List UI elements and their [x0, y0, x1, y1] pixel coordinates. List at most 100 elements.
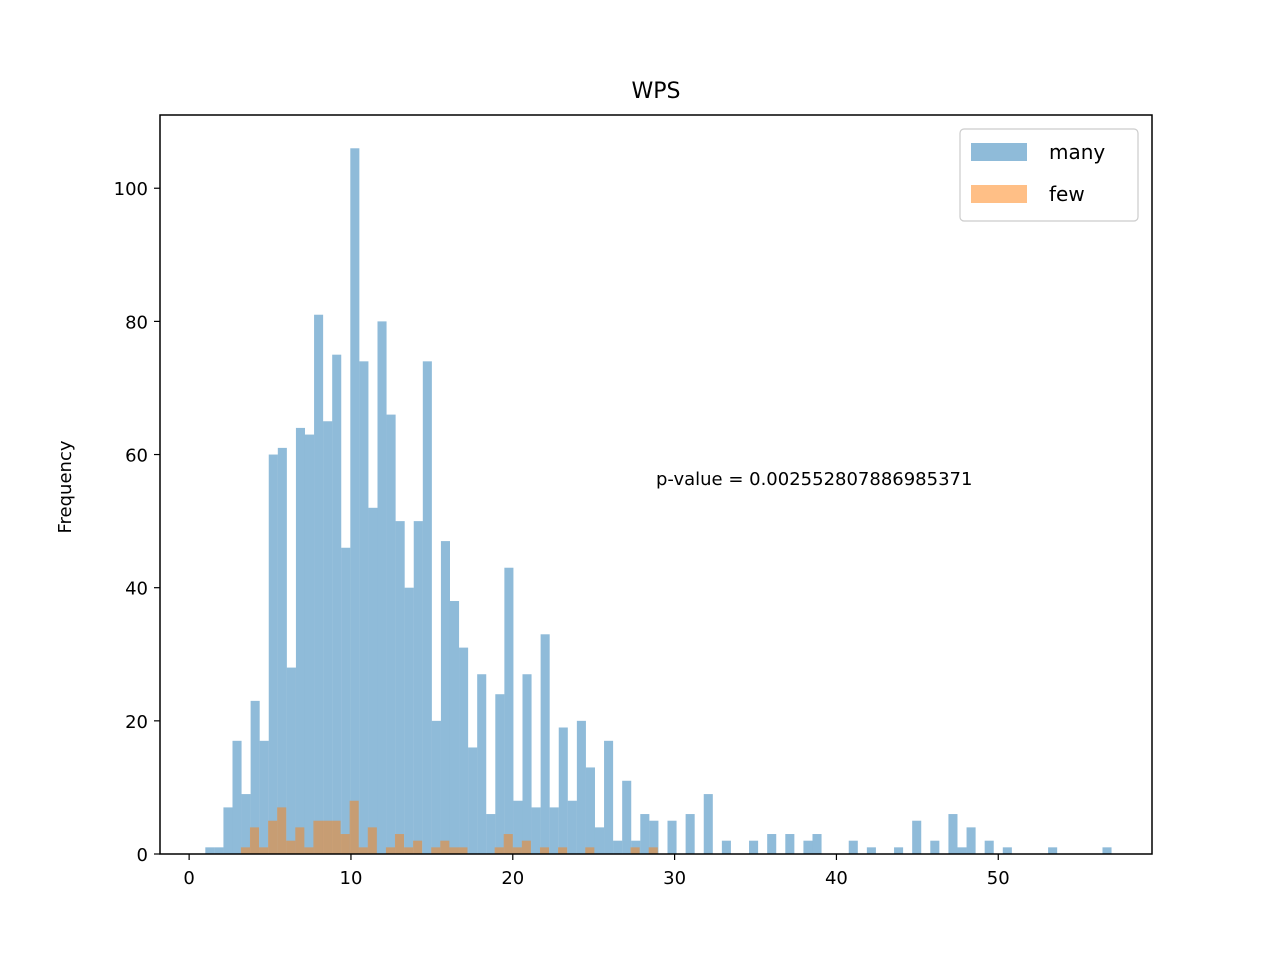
bar-many-20 [386, 414, 396, 854]
bar-many-34 [513, 800, 523, 854]
bar-many-29 [468, 747, 478, 854]
plot-frame [159, 114, 1153, 855]
bar-few-11 [340, 834, 350, 854]
chart-title: WPS [632, 79, 681, 104]
bar-many-52 [703, 794, 713, 854]
bar-many-24 [422, 361, 432, 854]
bar-many-8 [277, 447, 287, 854]
bar-few-2 [259, 847, 269, 854]
axes-layer: 0 10 20 30 40 50 0 20 40 60 80 100 [114, 114, 1153, 889]
bar-few-0 [240, 847, 250, 854]
y-tick-label-40: 40 [125, 579, 148, 600]
bar-few-28 [558, 847, 568, 854]
bar-many-53 [721, 840, 731, 854]
bar-many-67 [984, 840, 994, 854]
bar-few-19 [431, 847, 441, 854]
bar-many-56 [785, 834, 795, 854]
legend-label-many: many [1049, 140, 1105, 164]
bar-many-62 [912, 820, 922, 854]
bar-many-13 [323, 421, 333, 854]
bar-many-39 [558, 727, 568, 854]
bar-few-12 [349, 800, 359, 854]
bar-many-30 [477, 674, 487, 854]
x-tick-label-10: 10 [340, 868, 363, 889]
bar-many-69 [1048, 847, 1058, 854]
bar-few-23 [494, 847, 504, 854]
bar-many-0 [205, 847, 215, 854]
x-tick-label-30: 30 [663, 868, 686, 889]
bar-many-46 [622, 780, 632, 854]
y-tick-label-20: 20 [125, 712, 148, 733]
y-tick-label-100: 100 [114, 179, 148, 200]
bar-few-3 [268, 820, 278, 854]
bar-many-9 [286, 667, 296, 854]
bar-many-43 [594, 827, 605, 854]
bar-many-55 [767, 834, 777, 854]
bar-many-68 [1002, 847, 1012, 854]
bar-many-49 [649, 820, 659, 854]
bar-few-4 [277, 807, 287, 854]
bar-many-23 [413, 521, 423, 854]
bar-few-26 [521, 840, 531, 854]
bar-many-48 [640, 814, 650, 854]
bar-many-10 [295, 427, 305, 854]
bar-few-20 [440, 840, 450, 854]
y-tick-label-0: 0 [137, 845, 148, 866]
x-tick-label-40: 40 [825, 868, 848, 889]
bar-few-8 [313, 820, 323, 854]
y-axis-label: Frequency [55, 440, 76, 533]
bar-few-27 [539, 847, 550, 854]
bar-many-19 [377, 321, 387, 854]
bar-few-13 [358, 847, 368, 854]
bar-many-65 [957, 847, 967, 854]
bar-many-7 [268, 454, 278, 854]
bar-many-44 [604, 740, 614, 854]
bar-many-28 [459, 647, 469, 854]
bar-few-16 [394, 834, 405, 854]
bar-few-25 [512, 847, 522, 854]
bar-many-59 [848, 840, 858, 854]
bar-few-17 [404, 847, 414, 854]
bar-many-41 [576, 720, 586, 854]
bar-many-1 [214, 847, 224, 854]
bar-many-11 [304, 434, 315, 854]
x-tick-label-50: 50 [987, 868, 1010, 889]
bar-many-4 [241, 794, 251, 854]
bar-many-26 [440, 541, 450, 854]
bar-many-64 [948, 814, 958, 854]
bar-few-22 [458, 847, 468, 854]
bar-many-2 [223, 807, 233, 854]
bar-many-6 [259, 740, 269, 854]
bar-few-1 [249, 827, 260, 854]
bar-few-30 [630, 847, 640, 854]
bar-few-24 [503, 834, 513, 854]
bar-many-33 [504, 567, 514, 854]
legend-label-few: few [1049, 182, 1085, 206]
bar-many-17 [359, 361, 369, 854]
bar-many-61 [894, 847, 904, 854]
bar-many-66 [966, 827, 976, 854]
bar-few-21 [449, 847, 459, 854]
bar-many-45 [613, 840, 623, 854]
bar-few-5 [286, 840, 296, 854]
legend: many few [959, 128, 1139, 222]
bar-many-54 [749, 840, 759, 854]
bar-many-51 [685, 814, 695, 854]
bar-many-58 [812, 834, 822, 854]
bar-many-25 [431, 720, 441, 854]
bar-many-70 [1102, 847, 1112, 854]
x-tick-label-0: 0 [183, 868, 194, 889]
bar-many-12 [314, 314, 324, 854]
bar-few-15 [385, 847, 395, 854]
bar-many-3 [232, 740, 242, 854]
bar-many-40 [567, 800, 577, 854]
bar-many-60 [866, 847, 876, 854]
p-value-annotation: p-value = 0.002552807886985371 [656, 469, 972, 490]
bar-many-63 [930, 840, 940, 854]
bar-many-42 [585, 767, 595, 854]
bar-few-7 [304, 847, 314, 854]
bar-many-57 [803, 840, 813, 854]
legend-swatch-many [971, 143, 1027, 161]
bar-many-50 [667, 820, 677, 854]
